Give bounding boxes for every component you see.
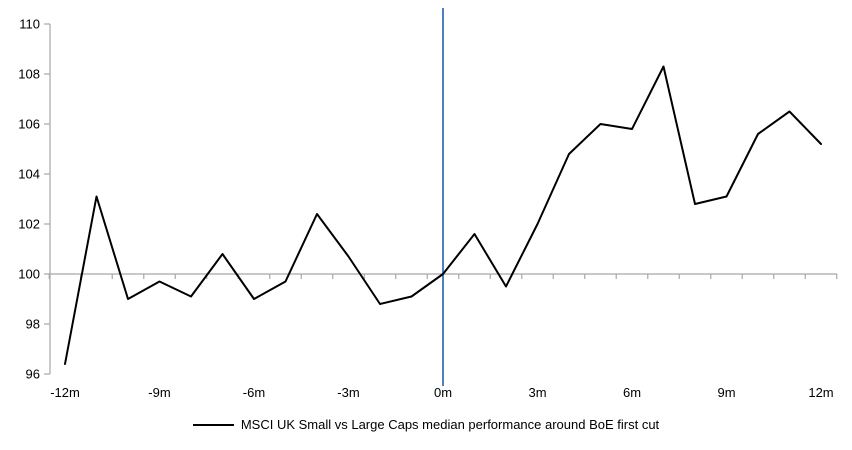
y-tick-label: 106 — [18, 117, 40, 132]
x-tick-label: 6m — [623, 385, 641, 400]
chart-legend: MSCI UK Small vs Large Caps median perfo… — [0, 417, 852, 432]
legend-label: MSCI UK Small vs Large Caps median perfo… — [240, 417, 660, 432]
x-tick-label: -6m — [243, 385, 265, 400]
x-tick-label: 0m — [434, 385, 452, 400]
x-tick-label: -9m — [148, 385, 170, 400]
x-tick-label: 12m — [808, 385, 833, 400]
y-tick-label: 96 — [26, 367, 40, 382]
series-line — [64, 65, 822, 365]
x-tick-label: -3m — [337, 385, 359, 400]
y-tick-label: 108 — [18, 67, 40, 82]
x-tick-label: 3m — [528, 385, 546, 400]
y-tick-label: 110 — [19, 17, 40, 32]
y-tick-label: 100 — [18, 267, 40, 282]
x-tick-label: 9m — [717, 385, 735, 400]
y-tick-label: 98 — [26, 317, 40, 332]
y-tick-label: 102 — [18, 217, 40, 232]
legend-line-swatch — [192, 423, 234, 426]
y-tick-label: 104 — [18, 167, 40, 182]
x-tick-label: -12m — [50, 385, 80, 400]
